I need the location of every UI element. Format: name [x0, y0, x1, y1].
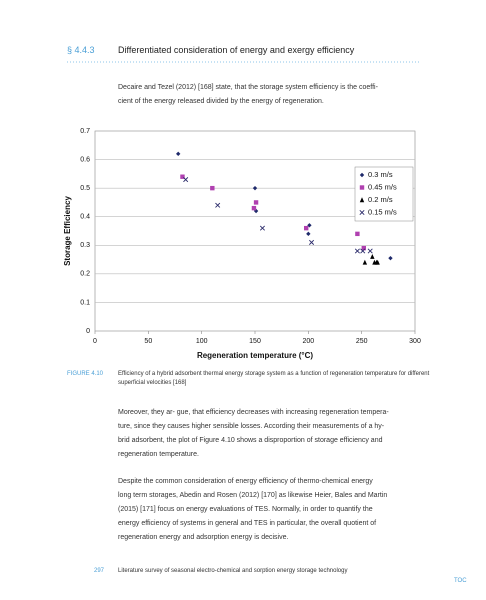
caption-line: superficial velocities [168]: [118, 380, 187, 386]
point: [304, 225, 309, 231]
y-tick-label: 0.1: [80, 299, 90, 306]
x-tick-label: 250: [356, 338, 368, 345]
y-tick-label: 0: [86, 328, 90, 335]
paragraph-line: brid adsorbent, the plot of Figure 4.10 …: [118, 437, 383, 444]
section-title: Differentiated consideration of energy a…: [118, 45, 355, 55]
point: [215, 202, 221, 208]
y-axis-title: Storage Efficiency: [63, 196, 72, 266]
legend-symbol: [359, 197, 365, 203]
legend-symbol: [359, 185, 365, 190]
x-axis-title: Regeneration temperature (°C): [197, 351, 313, 360]
y-tick-label: 0.3: [80, 242, 90, 249]
paragraph-line: Moreover, they ar- gue, that efficiency …: [118, 409, 389, 416]
legend-symbol: [359, 172, 365, 178]
paragraph-line: long term storages, Abedin and Rosen (20…: [118, 492, 388, 499]
x-tick-label: 300: [409, 338, 421, 345]
point: [306, 231, 311, 237]
paragraph-line: Despite the common consideration of ener…: [118, 478, 373, 485]
paragraph-line: Decaire and Tezel (2012) [168] state, th…: [118, 84, 378, 91]
point: [354, 248, 360, 254]
point: [355, 231, 360, 237]
point: [309, 239, 315, 245]
paragraph-line: cient of the energy released divided by …: [118, 98, 324, 105]
point: [375, 259, 380, 265]
point: [210, 185, 215, 191]
point: [183, 177, 189, 183]
section-number: § 4.4.3: [67, 45, 95, 55]
caption-line: Efficiency of a hybrid adsorbent thermal…: [118, 371, 430, 377]
paragraph-line: regeneration temperature.: [118, 451, 199, 458]
legend-symbol: [359, 209, 365, 216]
x-tick-label: 200: [302, 338, 314, 345]
legend-box: [354, 166, 414, 222]
point: [253, 200, 259, 205]
point: [252, 185, 258, 191]
point: [370, 254, 375, 259]
y-tick-label: 0.5: [80, 185, 90, 192]
y-tick-label: 0.6: [80, 156, 90, 163]
footer-text: Literature survey of seasonal electro-ch…: [118, 568, 348, 574]
point: [259, 225, 265, 231]
toc-link[interactable]: TOC: [454, 578, 467, 584]
point: [251, 205, 257, 211]
paragraph-line: ture, since they causes higher sensible …: [118, 423, 385, 430]
point: [176, 151, 181, 157]
plot-frame: [94, 130, 416, 332]
point: [180, 174, 185, 179]
page-number: 297: [94, 568, 105, 574]
point: [362, 259, 368, 265]
x-tick-label: 0: [93, 338, 97, 345]
y-tick-label: 0.7: [80, 128, 90, 135]
x-tick-label: 50: [144, 338, 152, 345]
point: [388, 255, 393, 261]
point: [360, 248, 366, 254]
y-tick-label: 0.4: [80, 214, 90, 221]
legend-label: 0.45 m/s: [368, 182, 397, 191]
legend-label: 0.3 m/s: [368, 170, 393, 179]
paragraph-line: regeneration energy and adsorption energ…: [118, 534, 289, 541]
paragraph-line: (2015) [171] focus on energy evaluations…: [118, 506, 373, 513]
y-tick-label: 0.2: [80, 271, 90, 278]
point: [253, 208, 259, 214]
legend-label: 0.15 m/s: [368, 207, 397, 216]
caption-label: FIGURE 4.10: [67, 371, 104, 377]
x-tick-label: 150: [249, 338, 261, 345]
legend-label: 0.2 m/s: [368, 195, 393, 204]
point: [367, 248, 373, 254]
x-tick-label: 100: [196, 338, 208, 345]
paragraph-line: energy efficiency of systems in general …: [118, 520, 377, 527]
point: [361, 245, 366, 251]
